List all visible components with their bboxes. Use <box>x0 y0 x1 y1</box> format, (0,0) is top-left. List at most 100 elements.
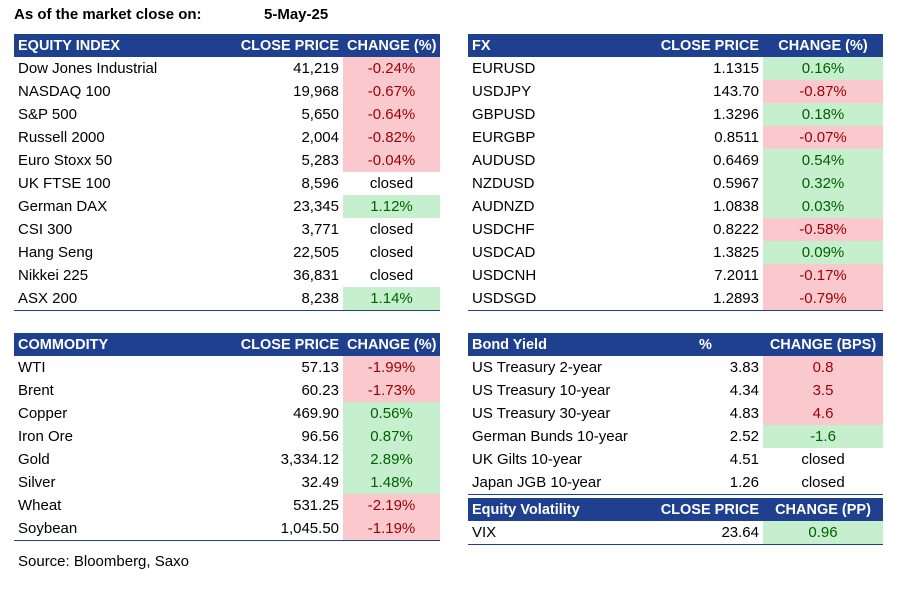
close-price: 3,334.12 <box>280 451 339 468</box>
change-value: 0.87% <box>343 425 440 448</box>
change-value: -0.67% <box>343 80 440 103</box>
table-row: USDCHF 0.8222 -0.58% <box>468 218 883 241</box>
close-price: 469.90 <box>293 405 339 422</box>
column-header: CLOSE PRICE <box>628 34 763 57</box>
close-price: 3,771 <box>301 221 339 238</box>
column-header: Bond Yield <box>468 333 648 356</box>
close-price: 96.56 <box>301 428 339 445</box>
table-row: Gold 3,334.12 2.89% <box>14 448 440 471</box>
change-value: -0.64% <box>343 103 440 126</box>
instrument-name: Dow Jones Industrial <box>18 60 158 77</box>
instrument-name: GBPUSD <box>472 106 536 123</box>
change-value: closed <box>801 451 845 468</box>
table-row: USDCNH 7.2011 -0.17% <box>468 264 883 287</box>
table-row: Euro Stoxx 50 5,283 -0.04% <box>14 149 440 172</box>
instrument-name: USDSGD <box>468 287 628 311</box>
close-price: 1.1315 <box>713 60 759 77</box>
instrument-name: US Treasury 2-year <box>472 359 603 376</box>
close-price: 19,968 <box>293 83 339 100</box>
column-header: CHANGE (PP) <box>763 498 883 521</box>
table-row: Soybean 1,045.50 -1.19% <box>14 517 440 541</box>
table-row: EURUSD 1.1315 0.16% <box>468 57 883 80</box>
table-header-row: COMMODITY CLOSE PRICE CHANGE (%) <box>14 333 440 356</box>
close-price: 4.51 <box>729 451 759 468</box>
instrument-name: German DAX <box>18 198 108 215</box>
table-row: Nikkei 225 36,831 closed <box>14 264 440 287</box>
table-header-row: EQUITY INDEX CLOSE PRICE CHANGE (%) <box>14 34 440 57</box>
change-value: 0.18% <box>763 103 883 126</box>
table-row: Copper 469.90 0.56% <box>14 402 440 425</box>
table-header-row: FX CLOSE PRICE CHANGE (%) <box>468 34 883 57</box>
column-header: CHANGE (%) <box>763 34 883 57</box>
instrument-name: UK Gilts 10-year <box>472 451 583 468</box>
table-row: EURGBP 0.8511 -0.07% <box>468 126 883 149</box>
change-value: -0.79% <box>763 287 883 311</box>
table-row: AUDUSD 0.6469 0.54% <box>468 149 883 172</box>
instrument-name: AUDUSD <box>472 152 536 169</box>
change-value: 0.54% <box>763 149 883 172</box>
instrument-name: NZDUSD <box>472 175 535 192</box>
change-value: 0.32% <box>763 172 883 195</box>
table-row: German DAX 23,345 1.12% <box>14 195 440 218</box>
close-price: 4.83 <box>729 405 759 422</box>
close-price: 36,831 <box>293 267 339 284</box>
instrument-name: CSI 300 <box>18 221 73 238</box>
close-price: 3.83 <box>729 359 759 376</box>
change-value: closed <box>369 267 414 284</box>
column-header: CHANGE (BPS) <box>763 333 883 356</box>
table-row: VIX 23.64 0.96 <box>468 521 883 545</box>
change-value: closed <box>369 175 414 192</box>
equity-index-table: EQUITY INDEX CLOSE PRICE CHANGE (%) Dow Jon… <box>14 34 440 311</box>
equity-volatility-table: Equity Volatility CLOSE PRICE CHANGE (PP) V… <box>468 498 883 545</box>
column-header: % <box>648 333 763 356</box>
change-value: -1.99% <box>343 356 440 379</box>
close-price: 0.5967 <box>713 175 759 192</box>
close-price: 8,238 <box>225 287 343 311</box>
change-value: -0.04% <box>343 149 440 172</box>
close-price: 0.6469 <box>713 152 759 169</box>
change-value: -0.58% <box>763 218 883 241</box>
source-note: Source: Bloomberg, Saxo <box>18 553 189 570</box>
column-header: CLOSE PRICE <box>225 34 343 57</box>
column-header: EQUITY INDEX <box>14 34 225 57</box>
change-value: 0.96 <box>763 521 883 545</box>
table-row: US Treasury 2-year 3.83 0.8 <box>468 356 883 379</box>
instrument-name: WTI <box>18 359 46 376</box>
instrument-name: Copper <box>18 405 68 422</box>
close-price: 23.64 <box>628 521 763 545</box>
table-row: USDCAD 1.3825 0.09% <box>468 241 883 264</box>
close-price: 60.23 <box>301 382 339 399</box>
close-price: 531.25 <box>293 497 339 514</box>
instrument-name: Gold <box>18 451 50 468</box>
instrument-name: Brent <box>18 382 54 399</box>
instrument-name: EURUSD <box>472 60 536 77</box>
table-row: US Treasury 30-year 4.83 4.6 <box>468 402 883 425</box>
change-value: 0.16% <box>763 57 883 80</box>
close-price: 1.2893 <box>628 287 763 311</box>
change-value: 0.03% <box>763 195 883 218</box>
instrument-name: US Treasury 10-year <box>472 382 611 399</box>
close-price: 143.70 <box>713 83 759 100</box>
close-price: 0.8511 <box>714 129 759 146</box>
close-price: 1.0838 <box>713 198 759 215</box>
change-value: -0.24% <box>343 57 440 80</box>
instrument-name: ASX 200 <box>14 287 225 311</box>
close-price: 32.49 <box>301 474 339 491</box>
bond-yield-table: Bond Yield% CHANGE (BPS) US Treasury 2-yea… <box>468 333 883 495</box>
instrument-name: Soybean <box>14 517 225 541</box>
change-value: -0.17% <box>763 264 883 287</box>
table-row: AUDNZD 1.0838 0.03% <box>468 195 883 218</box>
fx-table: FX CLOSE PRICE CHANGE (%) EURUSD 1.1315 0.16%… <box>468 34 883 311</box>
table-row: Russell 2000 2,004 -0.82% <box>14 126 440 149</box>
close-price: 7.2011 <box>714 267 759 284</box>
change-value: -2.19% <box>343 494 440 517</box>
close-price: 22,505 <box>293 244 339 261</box>
instrument-name: USDCHF <box>472 221 535 238</box>
change-value: -1.6 <box>763 425 883 448</box>
table-row: UK Gilts 10-year 4.51 closed <box>468 448 883 471</box>
change-value: closed <box>763 471 883 495</box>
close-price: 2,004 <box>301 129 339 146</box>
instrument-name: Iron Ore <box>18 428 74 445</box>
change-value: 1.14% <box>343 287 440 311</box>
column-header: CHANGE (%) <box>343 34 440 57</box>
